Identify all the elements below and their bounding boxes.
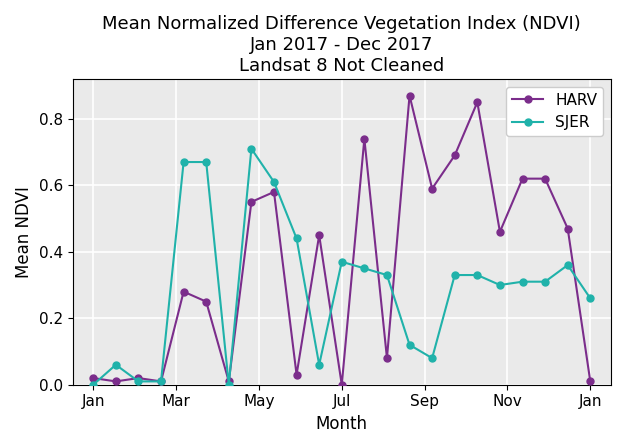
- SJER: [225, 382, 232, 388]
- HARV: [316, 233, 323, 238]
- Line: HARV: HARV: [90, 92, 594, 388]
- SJER: [90, 382, 97, 388]
- SJER: [383, 272, 391, 278]
- SJER: [451, 272, 458, 278]
- HARV: [496, 229, 504, 234]
- HARV: [135, 375, 142, 381]
- SJER: [587, 296, 594, 301]
- SJER: [202, 159, 210, 165]
- HARV: [587, 379, 594, 384]
- HARV: [383, 355, 391, 361]
- HARV: [473, 99, 481, 105]
- Title: Mean Normalized Difference Vegetation Index (NDVI)
Jan 2017 - Dec 2017
Landsat 8: Mean Normalized Difference Vegetation In…: [103, 15, 581, 75]
- HARV: [293, 372, 300, 377]
- SJER: [406, 342, 413, 348]
- HARV: [361, 136, 368, 142]
- HARV: [112, 379, 120, 384]
- SJER: [112, 362, 120, 367]
- HARV: [180, 289, 187, 294]
- SJER: [135, 379, 142, 384]
- X-axis label: Month: Month: [316, 415, 367, 433]
- SJER: [541, 279, 549, 284]
- HARV: [519, 176, 526, 181]
- SJER: [564, 263, 572, 268]
- HARV: [338, 382, 346, 388]
- HARV: [202, 299, 210, 304]
- HARV: [270, 189, 278, 194]
- HARV: [451, 153, 458, 158]
- HARV: [248, 199, 255, 205]
- HARV: [225, 379, 232, 384]
- HARV: [564, 226, 572, 231]
- SJER: [338, 259, 346, 264]
- SJER: [473, 272, 481, 278]
- SJER: [270, 179, 278, 185]
- SJER: [496, 282, 504, 288]
- HARV: [428, 186, 436, 191]
- HARV: [406, 93, 413, 98]
- SJER: [316, 362, 323, 367]
- HARV: [90, 375, 97, 381]
- SJER: [361, 266, 368, 271]
- SJER: [180, 159, 187, 165]
- Line: SJER: SJER: [90, 145, 594, 388]
- SJER: [293, 236, 300, 241]
- HARV: [157, 379, 165, 384]
- SJER: [428, 355, 436, 361]
- SJER: [157, 379, 165, 384]
- SJER: [519, 279, 526, 284]
- HARV: [541, 176, 549, 181]
- Legend: HARV, SJER: HARV, SJER: [506, 86, 603, 137]
- Y-axis label: Mean NDVI: Mean NDVI: [15, 186, 33, 278]
- SJER: [248, 146, 255, 151]
